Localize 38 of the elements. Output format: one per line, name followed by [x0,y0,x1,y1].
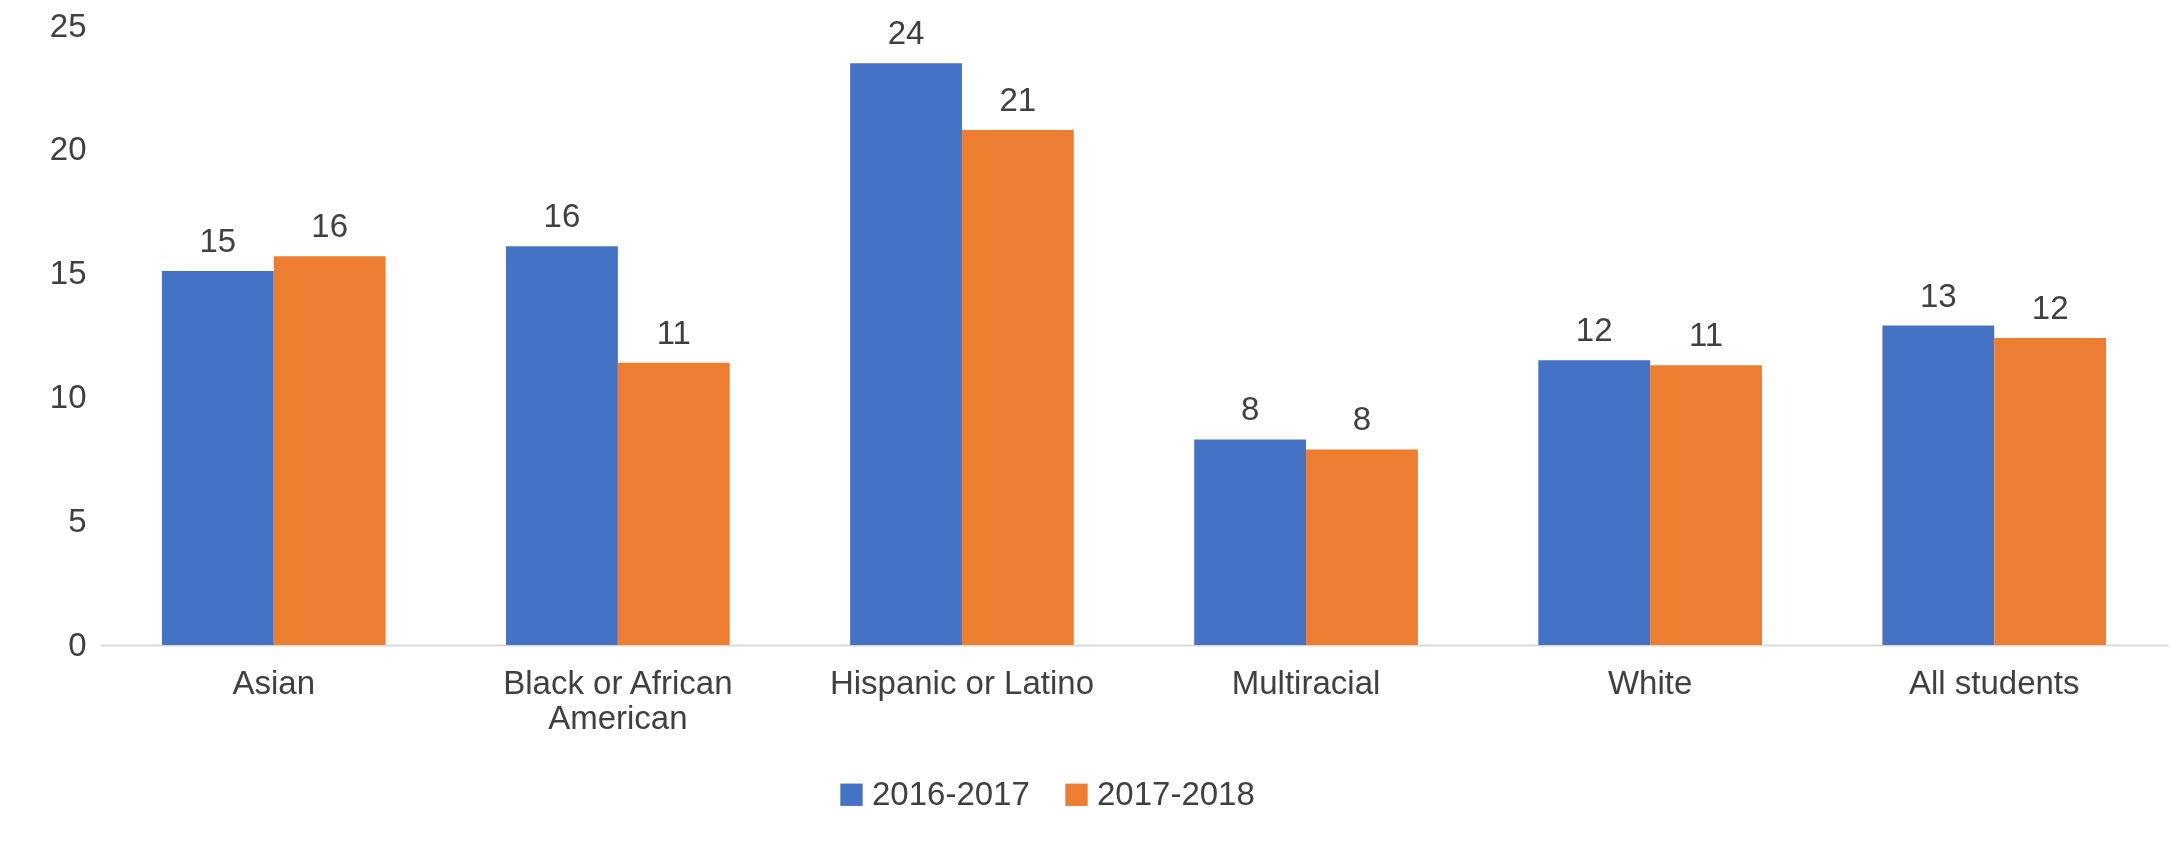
bar [1650,365,1762,645]
bar [617,362,730,645]
bar [961,129,1074,645]
y-tick-label: 25 [49,6,87,44]
bar [1882,325,1995,645]
bar [1994,337,2107,645]
data-label: 12 [2031,288,2069,326]
bar [850,63,962,645]
data-label: 24 [887,14,925,52]
y-tick-label: 0 [68,625,87,663]
data-label: 21 [999,80,1037,118]
data-label: 13 [1919,276,1957,314]
y-tick-label: 10 [49,377,87,415]
bar [161,271,274,645]
data-label: 16 [543,197,581,235]
data-label: 11 [1688,316,1724,354]
data-label: 15 [199,222,237,260]
bar [506,246,618,645]
bar [1194,439,1307,645]
bar [273,256,386,645]
x-tick-label: White [1607,663,1693,701]
legend-label: 2017-2018 [1097,774,1255,812]
data-label: 8 [1240,390,1260,428]
x-tick-label: All students [1908,663,2080,701]
y-tick-label: 15 [49,254,87,292]
bar [1306,449,1418,645]
data-label: 11 [656,313,691,351]
data-label: 16 [311,207,349,245]
bar [1538,360,1651,645]
y-tick-label: 5 [68,501,87,539]
data-label: 12 [1575,311,1613,349]
legend-label: 2016-2017 [872,774,1030,812]
x-tick-label: Multiracial [1231,663,1381,701]
x-tick-label: Black or African American [503,663,733,736]
data-label: 8 [1352,400,1372,438]
x-tick-label: Asian [232,663,316,701]
x-tick-label: Hispanic or Latino [829,663,1095,701]
y-tick-label: 20 [49,130,87,168]
